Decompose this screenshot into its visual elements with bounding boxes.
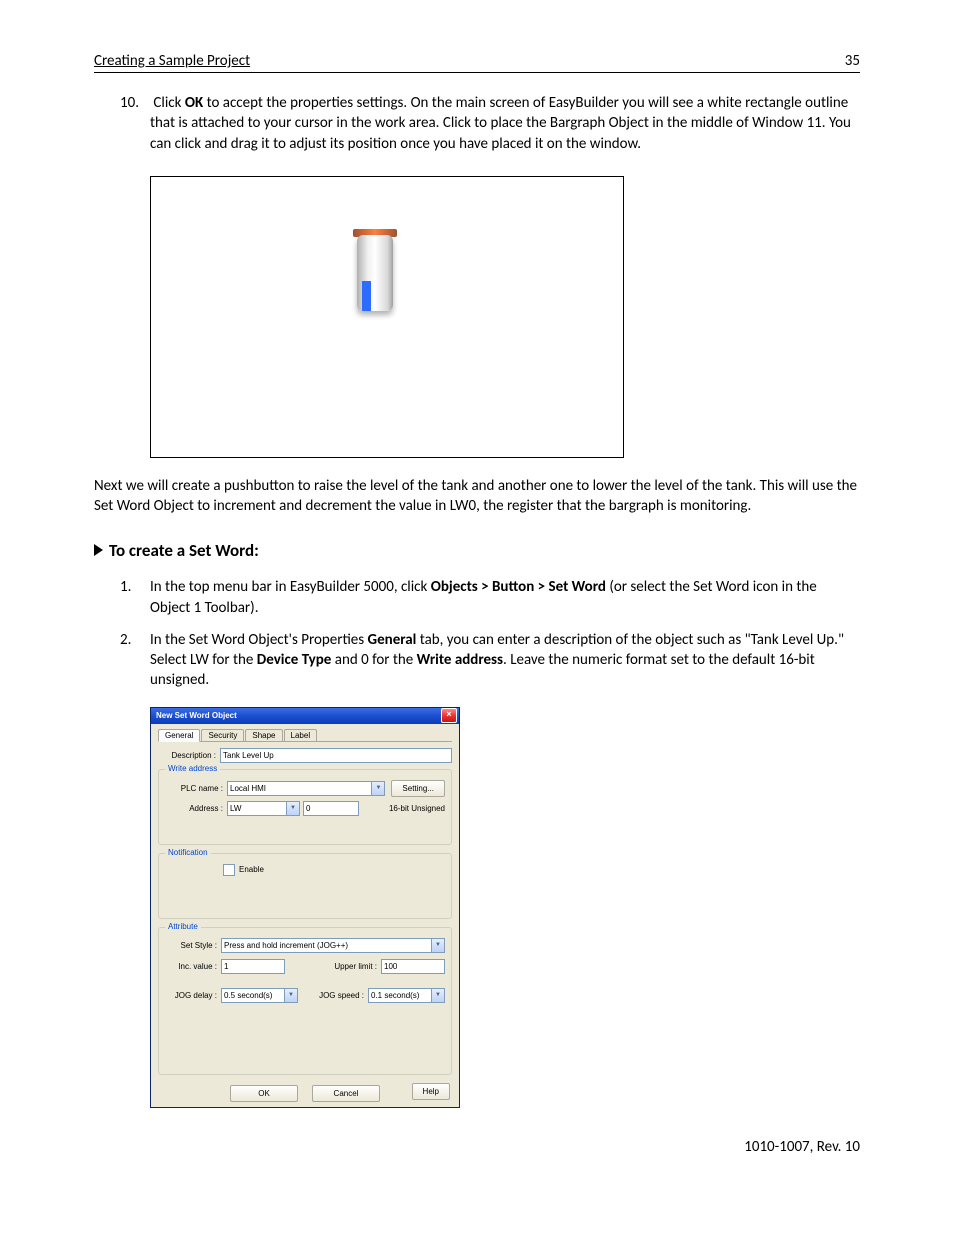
step-10-number: 10. [120, 93, 150, 113]
step-1-pre: In the top menu bar in EasyBuilder 5000,… [150, 578, 431, 596]
attribute-fieldset: Attribute Set Style : Press and hold inc… [158, 927, 452, 1075]
page: Creating a Sample Project 35 10. Click O… [0, 0, 954, 1196]
chevron-down-icon[interactable]: ▼ [372, 781, 385, 796]
description-input[interactable]: Tank Level Up [220, 748, 452, 763]
tab-security[interactable]: Security [201, 729, 244, 741]
tab-general[interactable]: General [158, 729, 200, 742]
set-style-row: Set Style : Press and hold increment (JO… [165, 938, 445, 953]
dialog-tabs: General Security Shape Label [158, 729, 452, 742]
intermission-text: Next we will create a pushbutton to rais… [94, 476, 860, 517]
tank-level-indicator [362, 281, 371, 311]
enable-row: Enable [223, 864, 445, 876]
step-1: 1. In the top menu bar in EasyBuilder 50… [150, 577, 860, 618]
chevron-down-icon[interactable]: ▼ [432, 938, 445, 953]
steps-list: 1. In the top menu bar in EasyBuilder 50… [94, 577, 860, 690]
set-word-dialog: New Set Word Object × General Security S… [150, 707, 460, 1108]
footer: 1010-1007, Rev. 10 [94, 1138, 860, 1156]
help-button[interactable]: Help [412, 1083, 450, 1100]
dialog-titlebar[interactable]: New Set Word Object × [151, 708, 459, 724]
address-value-input[interactable]: 0 [303, 801, 359, 816]
screenshot-bargraph-placed [150, 176, 624, 458]
dialog-body: General Security Shape Label Description… [151, 724, 459, 1107]
notification-legend: Notification [165, 848, 211, 857]
header-title: Creating a Sample Project [94, 52, 250, 70]
step-10-bold: OK [185, 94, 203, 112]
chevron-down-icon[interactable]: ▼ [285, 988, 298, 1003]
step-2-e: and 0 for the [331, 651, 416, 669]
inc-value-input[interactable]: 1 [221, 959, 285, 974]
ok-button[interactable]: OK [230, 1085, 298, 1102]
section-heading: To create a Set Word: [94, 540, 860, 561]
jog-speed-select[interactable]: 0.1 second(s) [368, 988, 432, 1003]
step-2: 2. In the Set Word Object's Properties G… [150, 630, 860, 691]
cancel-button[interactable]: Cancel [312, 1085, 380, 1102]
chevron-down-icon[interactable]: ▼ [287, 801, 300, 816]
numeric-format-label: 16-bit Unsigned [389, 804, 445, 813]
step-10-text-pre: Click [153, 94, 184, 112]
tab-shape[interactable]: Shape [245, 729, 282, 741]
step-1-number: 1. [120, 577, 131, 597]
setting-button[interactable]: Setting... [391, 780, 445, 797]
step-2-b: General [368, 631, 417, 649]
step-2-a: In the Set Word Object's Properties [150, 631, 368, 649]
section-heading-text: To create a Set Word: [109, 540, 259, 561]
step-2-number: 2. [120, 630, 131, 650]
tab-label[interactable]: Label [284, 729, 318, 741]
page-number: 35 [845, 52, 860, 70]
dialog-title: New Set Word Object [156, 711, 237, 720]
plc-name-row: PLC name : Local HMI ▼ Setting... [165, 780, 445, 797]
upper-limit-input[interactable]: 100 [381, 959, 445, 974]
description-label: Description : [158, 751, 220, 760]
write-address-fieldset: Write address PLC name : Local HMI ▼ Set… [158, 769, 452, 845]
address-type-select[interactable]: LW [227, 801, 287, 816]
page-header: Creating a Sample Project 35 [94, 52, 860, 73]
enable-checkbox[interactable] [223, 864, 235, 876]
close-icon[interactable]: × [441, 708, 457, 723]
attribute-legend: Attribute [165, 922, 201, 931]
notification-fieldset: Notification Enable [158, 853, 452, 919]
step-2-f: Write address [417, 651, 503, 669]
plc-name-select[interactable]: Local HMI [227, 781, 372, 796]
step-1-bold: Objects > Button > Set Word [431, 578, 606, 596]
set-style-select[interactable]: Press and hold increment (JOG++) [221, 938, 432, 953]
plc-name-label: PLC name : [165, 784, 227, 793]
jog-speed-label: JOG speed : [319, 991, 368, 1000]
step-2-d: Device Type [257, 651, 332, 669]
write-address-legend: Write address [165, 764, 220, 773]
jog-row: JOG delay : 0.5 second(s) ▼ JOG speed : … [165, 988, 445, 1003]
step-10-text-post: to accept the properties settings. On th… [150, 94, 851, 153]
enable-label: Enable [239, 865, 264, 874]
description-row: Description : Tank Level Up [158, 748, 452, 763]
set-style-label: Set Style : [165, 941, 221, 950]
upper-limit-label: Upper limit : [334, 962, 381, 971]
jog-delay-select[interactable]: 0.5 second(s) [221, 988, 285, 1003]
address-label: Address : [165, 804, 227, 813]
jog-delay-label: JOG delay : [165, 991, 221, 1000]
chevron-down-icon[interactable]: ▼ [432, 988, 445, 1003]
inc-value-label: Inc. value : [165, 962, 221, 971]
triangle-icon [94, 544, 103, 556]
inc-upper-row: Inc. value : 1 Upper limit : 100 [165, 959, 445, 974]
address-row: Address : LW ▼ 0 16-bit Unsigned [165, 801, 445, 816]
step-10: 10. Click OK to accept the properties se… [94, 93, 860, 154]
